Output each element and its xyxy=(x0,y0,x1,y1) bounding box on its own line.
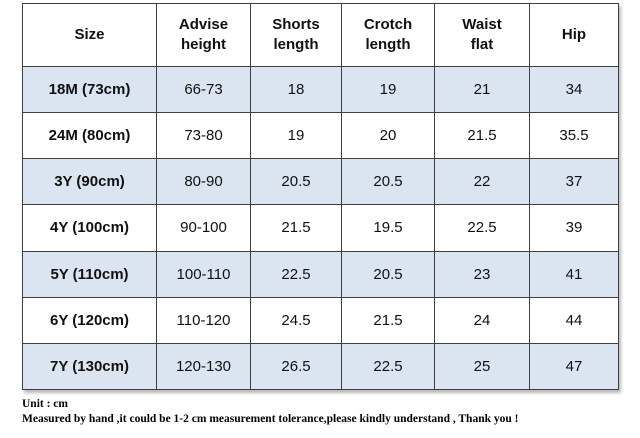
header-size-line-1: Size xyxy=(74,26,105,43)
hip-cell: 41 xyxy=(529,250,619,298)
advise-height-cell: 66-73 xyxy=(156,65,251,114)
advise-height-cell: 80-90 xyxy=(156,158,251,206)
size-cell: 3Y (90cm) xyxy=(22,158,157,206)
crotch-length-cell: 19.5 xyxy=(341,204,435,252)
size-cell: 7Y (130cm) xyxy=(22,342,157,391)
shorts-length-cell: 20.5 xyxy=(250,158,342,206)
advise-height-cell: 73-80 xyxy=(156,112,251,160)
hip-cell: 39 xyxy=(529,204,619,252)
shorts-length-cell: 18 xyxy=(250,65,342,114)
tolerance-note: Measured by hand ,it could be 1-2 cm mea… xyxy=(22,413,519,425)
table-row: 18M (73cm) 66-73 18 19 21 34 xyxy=(22,65,619,114)
shorts-length-cell: 21.5 xyxy=(250,204,342,252)
hip-cell: 44 xyxy=(529,296,619,344)
header-crotch-length-line-1: Crotch xyxy=(363,16,413,33)
waist-flat-cell: 24 xyxy=(434,296,530,344)
header-waist-flat-line-1: Waist xyxy=(462,16,502,33)
shorts-length-cell: 19 xyxy=(250,112,342,160)
shorts-length-cell: 26.5 xyxy=(250,342,342,391)
advise-height-cell: 90-100 xyxy=(156,204,251,252)
waist-flat-cell: 21.5 xyxy=(434,112,530,160)
waist-flat-cell: 23 xyxy=(434,250,530,298)
header-shorts-length: Shorts length xyxy=(250,3,342,67)
crotch-length-cell: 20 xyxy=(341,112,435,160)
crotch-length-cell: 20.5 xyxy=(341,158,435,206)
size-cell: 24M (80cm) xyxy=(22,112,157,160)
size-cell: 5Y (110cm) xyxy=(22,250,157,298)
hip-cell: 37 xyxy=(529,158,619,206)
table-row: 7Y (130cm) 120-130 26.5 22.5 25 47 xyxy=(22,342,619,391)
size-cell: 4Y (100cm) xyxy=(22,204,157,252)
header-advise-height-line-2: height xyxy=(181,36,226,53)
crotch-length-cell: 21.5 xyxy=(341,296,435,344)
waist-flat-cell: 22.5 xyxy=(434,204,530,252)
header-advise-height: Advise height xyxy=(156,3,251,67)
table-row: 3Y (90cm) 80-90 20.5 20.5 22 37 xyxy=(22,158,619,206)
hip-cell: 35.5 xyxy=(529,112,619,160)
table-row: 6Y (120cm) 110-120 24.5 21.5 24 44 xyxy=(22,296,619,344)
waist-flat-cell: 25 xyxy=(434,342,530,391)
header-hip-line-1: Hip xyxy=(561,26,587,43)
header-size: Size xyxy=(22,3,157,67)
crotch-length-cell: 22.5 xyxy=(341,342,435,391)
header-waist-flat-line-2: flat xyxy=(470,36,494,53)
header-shorts-length-line-2: length xyxy=(273,36,319,53)
unit-note: Unit : cm xyxy=(22,398,68,410)
table-row: 5Y (110cm) 100-110 22.5 20.5 23 41 xyxy=(22,250,619,298)
measurement-notes: Unit : cm Measured by hand ,it could be … xyxy=(22,397,518,427)
shorts-length-cell: 24.5 xyxy=(250,296,342,344)
hip-cell: 34 xyxy=(529,65,619,114)
size-cell: 18M (73cm) xyxy=(22,65,157,114)
header-advise-height-line-1: Advise xyxy=(178,16,229,33)
header-hip: Hip xyxy=(529,3,619,67)
header-row: Size Advise height Shorts length Crotch … xyxy=(22,3,619,67)
header-shorts-length-line-1: Shorts xyxy=(272,16,320,33)
crotch-length-cell: 19 xyxy=(341,65,435,114)
shorts-length-cell: 22.5 xyxy=(250,250,342,298)
advise-height-cell: 110-120 xyxy=(156,296,251,344)
crotch-length-cell: 20.5 xyxy=(341,250,435,298)
header-crotch-length: Crotch length xyxy=(341,3,435,67)
waist-flat-cell: 21 xyxy=(434,65,530,114)
hip-cell: 47 xyxy=(529,342,619,391)
waist-flat-cell: 22 xyxy=(434,158,530,206)
advise-height-cell: 120-130 xyxy=(156,342,251,391)
table-row: 24M (80cm) 73-80 19 20 21.5 35.5 xyxy=(22,112,619,160)
advise-height-cell: 100-110 xyxy=(156,250,251,298)
header-crotch-length-line-2: length xyxy=(365,36,411,53)
size-chart-table: Size Advise height Shorts length Crotch … xyxy=(22,3,619,391)
header-waist-flat: Waist flat xyxy=(434,3,530,67)
table-row: 4Y (100cm) 90-100 21.5 19.5 22.5 39 xyxy=(22,204,619,252)
size-cell: 6Y (120cm) xyxy=(22,296,157,344)
